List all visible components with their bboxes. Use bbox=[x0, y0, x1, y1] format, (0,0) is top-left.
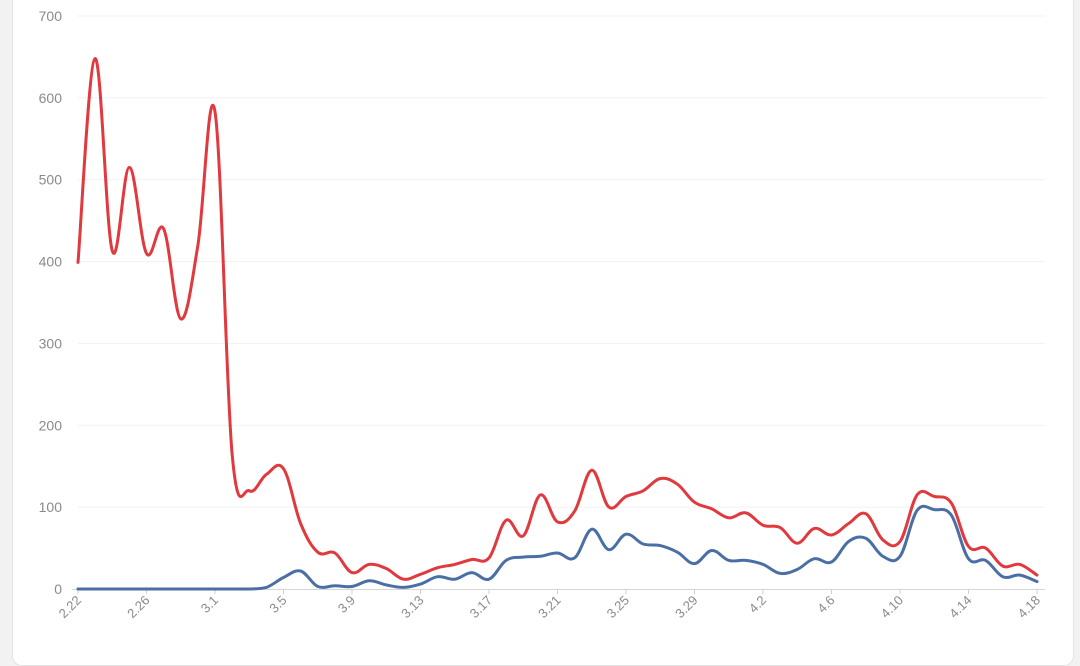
y-axis: 0 100 200 300 400 500 600 700 bbox=[39, 8, 63, 597]
y-tick-label: 500 bbox=[39, 172, 63, 188]
x-tick-label: 4.10 bbox=[878, 593, 907, 622]
x-tick-label: 3.17 bbox=[467, 593, 496, 622]
x-tick-label: 3.29 bbox=[672, 593, 701, 622]
series-line-red bbox=[76, 57, 1039, 581]
y-tick-label: 100 bbox=[39, 499, 63, 515]
y-tick-label: 700 bbox=[39, 8, 63, 24]
x-tick-label: 4.6 bbox=[814, 593, 837, 616]
series-lines bbox=[76, 57, 1039, 591]
y-tick-label: 200 bbox=[39, 417, 63, 433]
x-tick-label: 3.9 bbox=[335, 593, 358, 616]
y-tick-label: 0 bbox=[54, 581, 62, 597]
grid-lines bbox=[78, 15, 1045, 508]
x-tick-label: 3.1 bbox=[198, 593, 221, 616]
x-tick-label: 3.13 bbox=[398, 593, 427, 622]
x-axis: 2.22 2.26 3.1 3.5 3.9 3.13 3.17 3.21 3.25 3.29 4.2… bbox=[56, 589, 1045, 621]
series-line-blue bbox=[76, 504, 1039, 591]
x-tick-label: 3.25 bbox=[604, 593, 633, 622]
y-tick-label: 600 bbox=[39, 90, 63, 106]
x-tick-label: 4.2 bbox=[746, 593, 769, 616]
x-tick-label: 4.18 bbox=[1015, 593, 1044, 622]
x-tick-label: 2.26 bbox=[124, 593, 153, 622]
x-tick-label: 4.14 bbox=[946, 593, 975, 622]
y-tick-label: 400 bbox=[39, 254, 63, 270]
y-tick-label: 300 bbox=[39, 335, 63, 351]
x-tick-label: 3.5 bbox=[266, 593, 289, 616]
x-tick-label: 3.21 bbox=[535, 593, 564, 622]
